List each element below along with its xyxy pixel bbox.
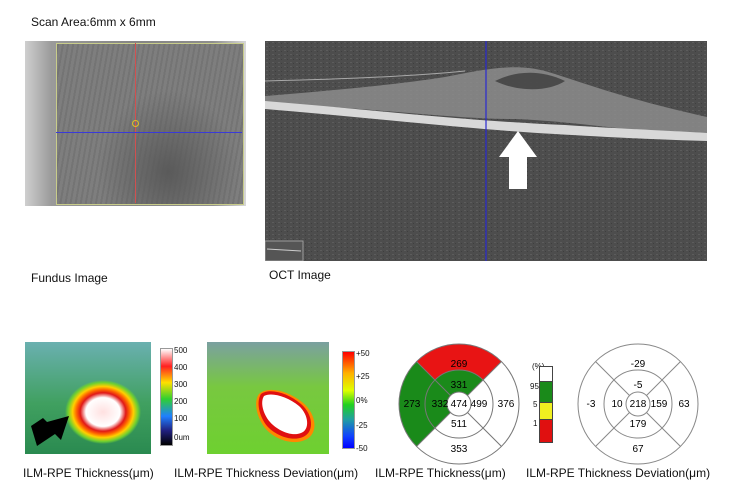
ilm-rpe-deviation-map[interactable]	[207, 342, 329, 454]
oct-caption: OCT Image	[269, 268, 331, 282]
etdrs-deviation-grid[interactable]: -29 -5 -3 10 218 159 63 179 67	[577, 343, 699, 465]
horizontal-scan-line	[56, 132, 242, 133]
grid2-inferior-inner: 179	[630, 419, 647, 430]
grid2-nasal-inner: 10	[611, 399, 623, 410]
legend-swatch-green	[539, 381, 553, 403]
grid2-superior-outer: -29	[631, 359, 646, 370]
scan-area-label: Scan Area:6mm x 6mm	[31, 15, 156, 29]
legend-unit: (%)	[532, 362, 544, 371]
scale2-tick: -25	[356, 421, 368, 430]
legend-level: 5	[533, 400, 538, 409]
grid1-center: 474	[451, 399, 468, 410]
legend-level: 95	[530, 382, 539, 391]
grid1-superior-inner: 331	[451, 380, 468, 391]
grid2-superior-inner: -5	[634, 380, 643, 391]
grid1-inferior-inner: 511	[451, 419, 467, 430]
scale2-tick: -50	[356, 444, 368, 453]
grid1-nasal-outer: 273	[404, 399, 421, 410]
grid2-temporal-inner: 159	[651, 399, 668, 410]
thickness-colorbar	[160, 348, 173, 446]
deviation-map-caption: ILM-RPE Thickness Deviation(μm)	[174, 466, 359, 480]
legend-swatch-white	[539, 366, 553, 382]
oct-scan-svg	[265, 41, 707, 261]
scale2-tick: +50	[356, 349, 370, 358]
legend-swatch-yellow	[539, 402, 553, 420]
grid2-nasal-outer: -3	[587, 399, 596, 410]
grid1-inferior-outer: 353	[451, 444, 468, 455]
scale1-tick: 300	[174, 380, 188, 389]
scan-region-box	[56, 43, 244, 205]
oct-image[interactable]	[265, 41, 707, 261]
pathology-arrow-icon	[499, 131, 537, 189]
etdrs-thickness-caption: ILM-RPE Thickness(μm)	[375, 466, 506, 480]
scale1-tick: 500	[174, 346, 188, 355]
scale1-tick: 0um	[174, 433, 190, 442]
scale1-tick: 400	[174, 363, 188, 372]
scale2-tick: 0%	[356, 396, 368, 405]
black-arrow-icon	[31, 416, 69, 446]
scale1-tick: 100	[174, 414, 188, 423]
grid1-superior-outer: 269	[451, 359, 468, 370]
fovea-marker	[132, 120, 139, 127]
fundus-caption: Fundus Image	[31, 271, 108, 285]
grid1-nasal-inner: 332	[432, 399, 449, 410]
grid1-temporal-outer: 376	[498, 399, 515, 410]
legend-level: 1	[533, 419, 538, 428]
etdrs-thickness-grid[interactable]: 269 331 273 332 474 499 376 511 353	[398, 343, 520, 465]
fundus-image[interactable]	[25, 41, 246, 206]
grid2-temporal-outer: 63	[678, 399, 690, 410]
scale2-tick: +25	[356, 372, 370, 381]
thickness-map-caption: ILM-RPE Thickness(μm)	[23, 466, 154, 480]
deviation-colorbar	[342, 351, 355, 449]
grid1-temporal-inner: 499	[471, 399, 488, 410]
etdrs-deviation-caption: ILM-RPE Thickness Deviation(μm)	[526, 466, 711, 480]
grid2-inferior-outer: 67	[632, 444, 644, 455]
grid2-center: 218	[630, 399, 647, 410]
ilm-rpe-thickness-map[interactable]	[25, 342, 151, 454]
deviation-blob-svg	[256, 389, 315, 443]
scale1-tick: 200	[174, 397, 188, 406]
legend-swatch-red	[539, 419, 553, 443]
